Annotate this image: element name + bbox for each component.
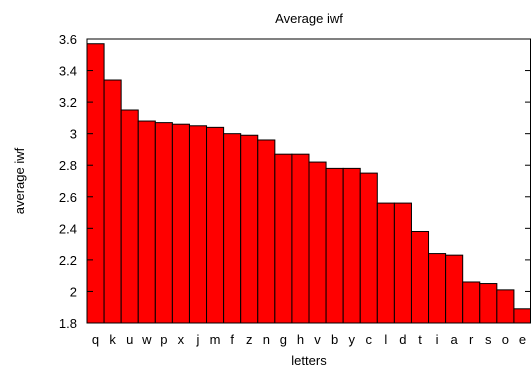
x-axis-label: letters <box>291 353 327 368</box>
bar-p <box>154 122 173 324</box>
x-tick-label-b: b <box>331 332 338 347</box>
bar-c <box>359 172 378 324</box>
bar-z <box>240 134 259 324</box>
bar-l <box>376 202 395 324</box>
bar-y <box>342 167 361 324</box>
y-tick-label: 3 <box>70 127 77 142</box>
bar-series <box>86 43 531 324</box>
x-tick-label-u: u <box>126 332 133 347</box>
x-tick-label-g: g <box>280 332 287 347</box>
x-tick-label-e: e <box>519 332 526 347</box>
bar-b <box>325 167 344 324</box>
bar-s <box>479 283 498 324</box>
x-tick-label-h: h <box>297 332 304 347</box>
x-tick-label-s: s <box>485 332 492 347</box>
x-tick-label-j: j <box>196 332 200 347</box>
bar-r <box>462 281 481 324</box>
bar-q <box>86 43 105 324</box>
y-tick-label: 2.4 <box>59 221 77 236</box>
y-tick-label: 2.8 <box>59 158 77 173</box>
x-tick-label-y: y <box>348 332 355 347</box>
y-axis-label: average iwf <box>12 147 27 214</box>
x-tick-label-z: z <box>246 332 253 347</box>
bar-a <box>445 254 464 324</box>
bar-h <box>291 153 310 324</box>
bar-k <box>103 79 122 324</box>
chart-title: Average iwf <box>275 11 343 26</box>
bar-n <box>257 139 276 324</box>
bar-f <box>223 133 242 324</box>
x-tick-label-p: p <box>160 332 167 347</box>
bar-v <box>308 161 327 324</box>
bar-x <box>171 123 190 324</box>
bar-w <box>137 120 156 324</box>
y-tick-label: 2 <box>70 284 77 299</box>
x-tick-label-k: k <box>109 332 116 347</box>
bar-j <box>188 125 208 324</box>
bar-t <box>410 230 430 324</box>
bar-m <box>206 126 225 324</box>
x-tick-label-w: w <box>141 332 152 347</box>
x-tick-label-l: l <box>384 332 387 347</box>
x-tick-label-c: c <box>366 332 373 347</box>
x-tick-label-d: d <box>399 332 406 347</box>
y-tick-label: 3.2 <box>59 95 77 110</box>
bar-g <box>274 153 293 324</box>
x-tick-label-f: f <box>230 332 234 347</box>
bar-i <box>428 253 447 324</box>
x-tick-label-i: i <box>436 332 439 347</box>
x-tick-label-o: o <box>502 332 509 347</box>
y-tick-label: 3.6 <box>59 32 77 47</box>
bar-d <box>393 202 412 324</box>
y-tick-label: 3.4 <box>59 64 77 79</box>
y-tick-label: 2.2 <box>59 253 77 268</box>
y-tick-label: 1.8 <box>59 316 77 331</box>
x-tick-label-m: m <box>210 332 221 347</box>
x-tick-label-n: n <box>263 332 270 347</box>
bar-u <box>120 109 139 324</box>
x-tick-label-x: x <box>178 332 185 347</box>
bar-e <box>513 308 531 324</box>
x-tick-label-q: q <box>92 332 99 347</box>
x-tick-label-v: v <box>314 332 321 347</box>
x-tick-label-a: a <box>451 332 459 347</box>
x-tick-label-t: t <box>418 332 422 347</box>
y-axis-ticks: 1.8 2 2.2 2.4 2.6 2.8 3 3.2 3.4 3.6 <box>59 32 531 331</box>
y-tick-label: 2.6 <box>59 190 77 205</box>
x-tick-label-r: r <box>469 332 474 347</box>
bar-o <box>496 289 515 324</box>
